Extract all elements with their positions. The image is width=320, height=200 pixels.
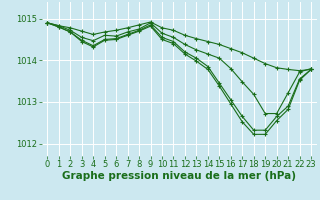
- X-axis label: Graphe pression niveau de la mer (hPa): Graphe pression niveau de la mer (hPa): [62, 171, 296, 181]
